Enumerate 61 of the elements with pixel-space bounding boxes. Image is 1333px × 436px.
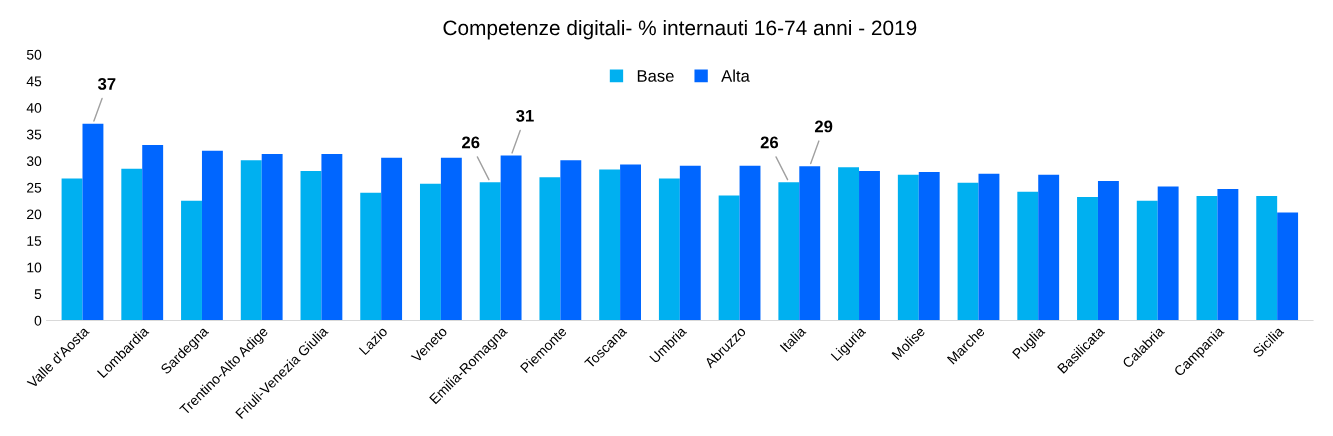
bar xyxy=(718,195,740,321)
bar xyxy=(1097,181,1119,321)
bar xyxy=(321,153,343,321)
data-label: 37 xyxy=(97,78,116,90)
bar xyxy=(897,174,919,321)
bar xyxy=(957,182,979,321)
data-label: 26 xyxy=(760,136,779,149)
bar xyxy=(560,160,582,321)
bar xyxy=(1077,197,1098,321)
bar xyxy=(658,178,680,321)
legend-label: Base xyxy=(637,70,674,82)
y-tick-label: 25 xyxy=(27,182,42,193)
bar xyxy=(121,168,143,321)
bar xyxy=(1136,200,1158,321)
bar xyxy=(1157,186,1179,321)
y-tick-label: 0 xyxy=(34,315,42,326)
bar xyxy=(440,157,462,321)
bar xyxy=(859,170,880,321)
bar xyxy=(261,153,283,321)
bar xyxy=(1196,195,1218,321)
y-tick-label: 45 xyxy=(26,76,42,87)
bar xyxy=(838,167,860,321)
bar xyxy=(1017,191,1039,321)
bar xyxy=(620,164,641,321)
y-tick-label: 10 xyxy=(27,262,42,273)
bar xyxy=(799,166,821,321)
bar xyxy=(739,165,761,321)
bar xyxy=(778,182,800,321)
legend-label: Alta xyxy=(721,69,750,82)
bar xyxy=(918,172,940,321)
data-label: 26 xyxy=(462,136,480,149)
data-label: 29 xyxy=(814,120,833,133)
bar xyxy=(419,183,441,321)
bar xyxy=(479,182,501,321)
bar xyxy=(61,178,83,321)
chart-title: Competenze digitali- % internauti 16-74 anni - 2019 xyxy=(443,19,917,40)
bar xyxy=(142,144,164,321)
bar xyxy=(1277,212,1299,321)
y-tick-label: 50 xyxy=(26,49,42,60)
bar xyxy=(1256,195,1278,321)
bar xyxy=(679,165,701,321)
data-label: 31 xyxy=(516,109,534,122)
bar xyxy=(82,123,104,321)
bar xyxy=(181,200,202,321)
y-tick-label: 40 xyxy=(26,103,42,113)
bar xyxy=(539,177,561,321)
bar xyxy=(500,155,522,321)
bar xyxy=(1217,189,1239,321)
bar xyxy=(978,173,1000,321)
y-tick-label: 30 xyxy=(26,156,42,167)
y-tick-label: 5 xyxy=(34,289,42,300)
bar xyxy=(300,170,322,321)
bar xyxy=(381,157,403,321)
bar xyxy=(599,169,621,321)
bar xyxy=(360,192,382,321)
bar xyxy=(240,160,262,321)
y-tick-label: 20 xyxy=(27,209,42,220)
bar xyxy=(201,150,223,321)
y-tick-label: 15 xyxy=(27,236,42,246)
y-tick-label: 35 xyxy=(26,129,42,140)
bar xyxy=(1038,174,1060,321)
